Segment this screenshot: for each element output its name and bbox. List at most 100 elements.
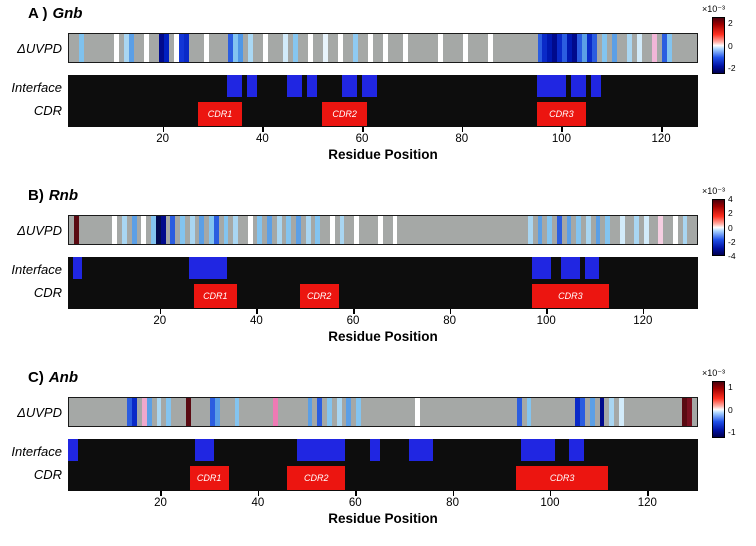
uvpd-bar bbox=[151, 216, 156, 244]
x-axis-label: Residue Position bbox=[328, 329, 438, 344]
uvpd-bar bbox=[627, 34, 633, 62]
uvpd-bar bbox=[577, 34, 583, 62]
uvpd-bar bbox=[354, 216, 359, 244]
uvpd-bar bbox=[567, 34, 573, 62]
colorbar-ticks: 4 2 0 -2 -4 bbox=[728, 195, 754, 261]
uvpd-bar bbox=[572, 34, 578, 62]
x-axis-tick-label: 100 bbox=[536, 315, 556, 327]
cdr-block-label: CDR2 bbox=[306, 291, 332, 301]
uvpd-bar bbox=[160, 216, 166, 244]
panel-c-protein-name: Anb bbox=[48, 369, 78, 386]
interface-block bbox=[591, 75, 602, 97]
colorbar-tick-label: -2 bbox=[728, 63, 736, 74]
cdr-row-label: CDR bbox=[33, 467, 62, 482]
cdr-block-label: CDR3 bbox=[558, 291, 583, 301]
uvpd-bar bbox=[562, 34, 568, 62]
interface-block bbox=[247, 75, 258, 97]
x-axis-tick-label: 40 bbox=[251, 497, 265, 509]
uvpd-bar bbox=[78, 34, 84, 62]
uvpd-bar bbox=[210, 398, 216, 426]
uvpd-heatmap-strip bbox=[68, 33, 698, 63]
interface-block bbox=[342, 75, 358, 97]
colorbar-tick-label: 0 bbox=[728, 404, 733, 415]
cdr-block-label: CDR2 bbox=[304, 473, 329, 483]
x-axis-tick bbox=[449, 309, 452, 314]
uvpd-bar bbox=[238, 34, 244, 62]
uvpd-bar bbox=[378, 216, 383, 244]
colorbar-tick-label: -2 bbox=[728, 236, 736, 247]
uvpd-bar bbox=[589, 398, 595, 426]
uvpd-bar bbox=[112, 216, 118, 244]
colorbar-tick-label: 1 bbox=[728, 381, 733, 392]
interface-block bbox=[571, 75, 587, 97]
uvpd-bar bbox=[602, 34, 608, 62]
colorbar bbox=[712, 199, 725, 256]
colorbar-exponent-label: ×10⁻³ bbox=[702, 4, 726, 14]
panel-b-title: B) Rnb bbox=[28, 187, 78, 204]
interface-block bbox=[560, 257, 581, 279]
x-axis-tick-label: 80 bbox=[443, 315, 457, 327]
uvpd-bar bbox=[131, 216, 137, 244]
x-axis-tick bbox=[362, 127, 364, 132]
uvpd-bar bbox=[163, 34, 169, 62]
uvpd-bar bbox=[189, 216, 195, 244]
x-axis-tick bbox=[642, 309, 645, 314]
uvpd-bar bbox=[346, 398, 352, 426]
x-axis-tick bbox=[355, 491, 357, 496]
colorbar-tick-label: 0 bbox=[728, 222, 733, 233]
x-axis-tick-label: 80 bbox=[446, 497, 459, 509]
uvpd-bar bbox=[233, 34, 239, 62]
interface-block bbox=[194, 439, 215, 461]
uvpd-bar bbox=[329, 216, 335, 244]
x-axis-tick bbox=[160, 491, 162, 496]
uvpd-bar bbox=[547, 216, 553, 244]
uvpd-bar bbox=[682, 398, 688, 426]
cdr-block: CDR3 bbox=[531, 284, 610, 308]
colorbar-tick-label: -1 bbox=[728, 427, 736, 438]
uvpd-bar bbox=[637, 34, 643, 62]
uvpd-bar bbox=[315, 216, 321, 244]
uvpd-bar bbox=[283, 34, 289, 62]
interface-cdr-track: CDR1 CDR2 CDR3 bbox=[68, 439, 698, 491]
uvpd-bar bbox=[127, 398, 133, 426]
uvpd-bar bbox=[183, 34, 189, 62]
x-axis-tick-label: 20 bbox=[153, 315, 167, 327]
colorbar-ticks: 2 0 -2 bbox=[728, 17, 754, 74]
panel-c: C) Anb ×10⁻³ ΔUVPD Interface CDR CDR1 CDR2… bbox=[0, 364, 756, 546]
uvpd-bar bbox=[122, 216, 127, 244]
uvpd-bar bbox=[368, 34, 374, 62]
cdr-block-label: CDR3 bbox=[549, 109, 574, 119]
uvpd-bar bbox=[383, 34, 388, 62]
x-axis-tick-label: 100 bbox=[540, 497, 560, 509]
interface-cdr-track: CDR1 CDR2 CDR3 bbox=[68, 75, 698, 127]
uvpd-bar bbox=[662, 34, 668, 62]
uvpd-row-label: ΔUVPD bbox=[17, 405, 62, 420]
x-axis-tick-label: 60 bbox=[348, 497, 362, 509]
x-axis-tick-label: 20 bbox=[156, 133, 170, 145]
panel-a-title: A ) Gnb bbox=[28, 5, 82, 22]
interface-block bbox=[307, 75, 318, 97]
interface-block bbox=[227, 75, 243, 97]
uvpd-bar bbox=[213, 216, 219, 244]
x-axis: 20 40 60 80 100 120 bbox=[68, 127, 698, 149]
cdr-block: CDR2 bbox=[287, 466, 346, 490]
uvpd-bar bbox=[556, 216, 562, 244]
uvpd-bar bbox=[307, 398, 313, 426]
uvpd-bar bbox=[402, 34, 408, 62]
uvpd-bar bbox=[273, 398, 279, 426]
interface-row-label: Interface bbox=[11, 80, 62, 95]
interface-block bbox=[569, 439, 585, 461]
interface-block bbox=[520, 439, 555, 461]
uvpd-bar bbox=[209, 216, 214, 244]
uvpd-bar bbox=[587, 34, 593, 62]
uvpd-bar bbox=[141, 216, 147, 244]
colorbar bbox=[712, 17, 725, 74]
x-axis-tick bbox=[159, 309, 162, 314]
cdr-block: CDR1 bbox=[193, 284, 238, 308]
x-axis-tick-label: 60 bbox=[355, 133, 369, 145]
uvpd-bar bbox=[158, 34, 164, 62]
uvpd-bar bbox=[228, 34, 234, 62]
cdr-block-label: CDR3 bbox=[549, 473, 575, 483]
interface-block bbox=[72, 257, 83, 279]
uvpd-bar bbox=[462, 34, 468, 62]
